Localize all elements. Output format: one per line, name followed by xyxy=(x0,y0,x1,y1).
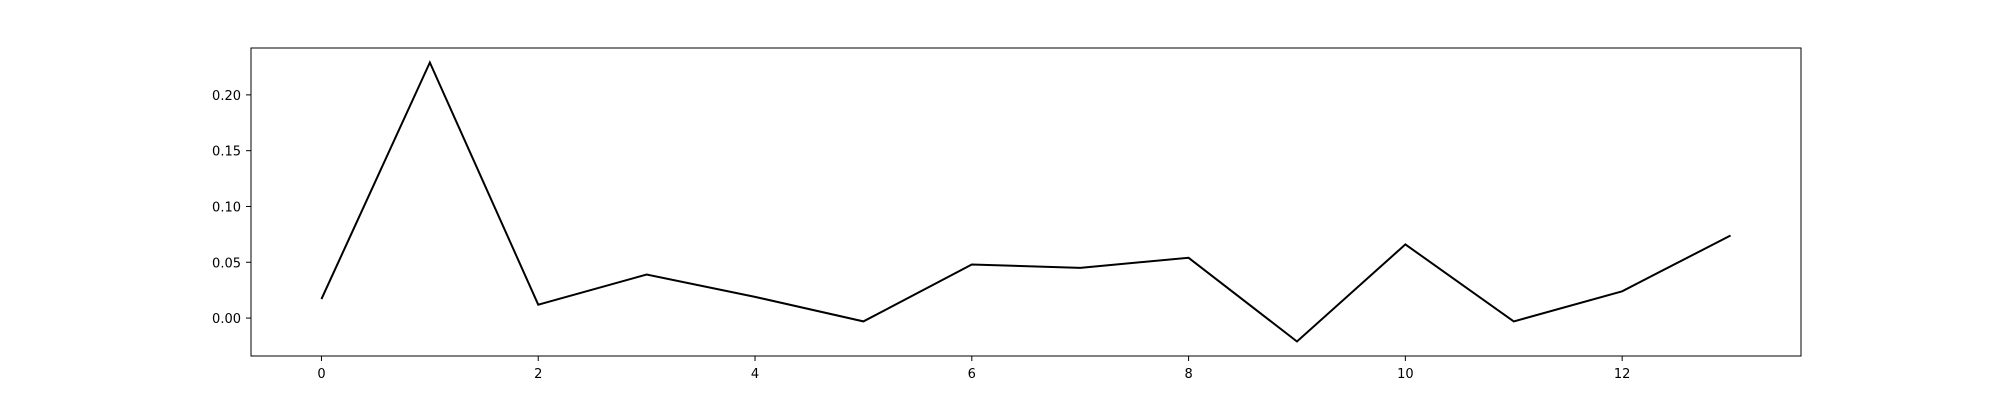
y-tick-label: 0.00 xyxy=(212,312,241,327)
x-tick-label: 4 xyxy=(751,367,759,382)
series-line-0 xyxy=(320,60,1732,343)
series-layer xyxy=(320,60,1732,343)
y-tick-label: 0.20 xyxy=(212,89,241,104)
y-tick-label: 0.05 xyxy=(212,256,241,271)
plot-area-frame xyxy=(250,47,1802,357)
y-axis: 0.00 0.05 0.10 0.15 0.20 xyxy=(212,89,251,327)
x-tick-label: 10 xyxy=(1397,367,1414,382)
x-axis: 0 2 4 6 8 10 12 xyxy=(317,356,1630,382)
x-tick-label: 0 xyxy=(317,367,325,382)
x-tick-label: 12 xyxy=(1614,367,1631,382)
y-tick-label: 0.10 xyxy=(212,200,241,215)
x-tick-label: 2 xyxy=(534,367,542,382)
x-tick-label: 8 xyxy=(1184,367,1192,382)
y-tick-label: 0.15 xyxy=(212,145,241,160)
x-tick-label: 6 xyxy=(968,367,976,382)
